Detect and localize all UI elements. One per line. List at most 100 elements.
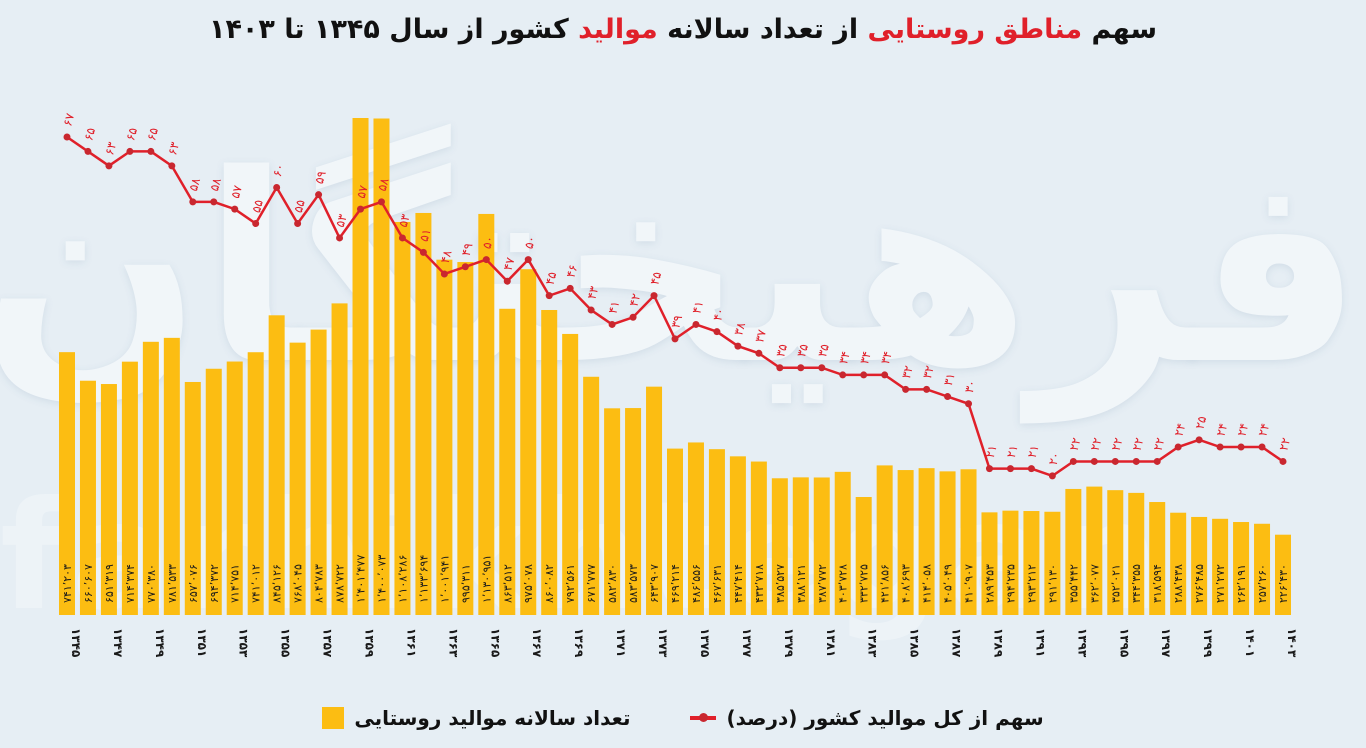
point-value: ۲۲ [1109, 436, 1126, 452]
line-point [587, 306, 595, 314]
bar [436, 259, 453, 615]
point-value: ۳۵ [773, 342, 790, 358]
bar-value: ۳۵۲٬۰۲۱ [1109, 564, 1122, 603]
bar-value: ۴۰۸٬۶۹۳ [900, 564, 913, 603]
x-tick-label: ۱۳۹۳ [1075, 628, 1089, 658]
point-value: ۴۵ [543, 270, 560, 286]
line-point [1048, 472, 1056, 480]
point-value: ۵۰ [522, 234, 539, 250]
bar [1212, 518, 1229, 615]
bar-value: ۷۸۱٬۵۳۳ [166, 564, 179, 603]
line-point [1279, 457, 1287, 465]
bar-value: ۸۶۰٬۰۸۲ [543, 564, 556, 603]
point-value: ۳۴ [836, 350, 853, 366]
bar-series [59, 118, 1291, 616]
line-point [902, 385, 910, 393]
x-tick-label: ۱۳۸۵ [908, 628, 922, 657]
bar [876, 465, 893, 615]
legend-bar-label: تعداد سالانه موالید روستایی [354, 706, 631, 730]
bar-value: ۱٬۱۰۸٬۲۸۶ [396, 555, 409, 603]
bar-value: ۸۴۵٬۱۲۶ [271, 564, 284, 603]
bar [687, 442, 704, 615]
watermark-persian: فرهیختگان [0, 120, 1363, 422]
line-point [1069, 457, 1077, 465]
bar-value: ۶۹۴٬۳۷۲ [208, 564, 221, 603]
bar [226, 361, 243, 615]
bar [247, 352, 264, 615]
bar [100, 384, 117, 615]
title-part: کشور از سال ۱۳۴۵ تا ۱۴۰۳ [208, 14, 579, 45]
x-tick-label: ۱۳۸۳ [866, 628, 880, 658]
point-value: ۲۴ [1234, 422, 1251, 438]
line-point [168, 162, 176, 170]
line-point [944, 393, 952, 401]
point-value: ۲۲ [1067, 436, 1084, 452]
bar [310, 329, 327, 615]
point-value: ۲۴ [1255, 422, 1272, 438]
point-value: ۵۸ [375, 176, 392, 193]
bar-value: ۵۸۲٬۸۳۰ [606, 564, 619, 603]
legend-item-line: سهم از کل موالید کشور (درصد) [690, 706, 1044, 730]
x-tick-label: ۱۳۵۷ [321, 628, 335, 658]
line-point [1006, 465, 1014, 473]
point-value: ۲۲ [1151, 436, 1168, 452]
point-value: ۶۵ [81, 126, 98, 142]
point-value: ۵۸ [207, 176, 224, 193]
legend-item-bar: تعداد سالانه موالید روستایی [322, 706, 630, 730]
bar [268, 315, 285, 615]
bar-value: ۳۴۴٬۳۵۵ [1130, 564, 1143, 603]
bar [79, 380, 96, 615]
bar [520, 269, 537, 615]
point-value: ۶۳ [102, 140, 119, 157]
x-tick-label: ۱۳۶۵ [488, 628, 502, 657]
line-point [881, 371, 889, 379]
title-part: از تعداد سالانه [657, 14, 868, 45]
line-point [1153, 457, 1161, 465]
bar [1023, 511, 1040, 615]
line-point [629, 313, 637, 321]
point-value: ۲۲ [1276, 436, 1293, 452]
bar [142, 341, 159, 615]
x-tick-label: ۱۳۶۳ [446, 628, 460, 658]
bar-value: ۹۹۵٬۳۱۱ [459, 564, 472, 603]
chart-plot-area: ۷۴۱٬۲۰۳ ۶۶۰٬۶۰۷ ۶۵۱٬۳۱۹ ۷۱۴٬۳۷۴ ۷۷۰٬۳۸۰ ۷۸۱٬۵… [59, 111, 1299, 658]
line-point [566, 284, 574, 292]
bar-value: ۲۵۷٬۲۶۰ [1256, 564, 1269, 603]
line-point [1258, 443, 1266, 451]
bar-value: ۳۱۸٬۵۹۴ [1151, 564, 1164, 603]
bar [855, 497, 872, 615]
x-tick-label: ۱۳۶۷ [530, 628, 544, 658]
point-value: ۲۱ [983, 443, 1000, 459]
bar [939, 471, 956, 615]
point-value: ۴۳ [585, 284, 602, 301]
x-tick-label: ۱۳۹۷ [1159, 628, 1173, 658]
bar-value: ۶۴۳٬۹۰۷ [648, 564, 661, 603]
bar [646, 386, 663, 615]
chart-title: سهم مناطق روستایی از تعداد سالانه موالید… [0, 14, 1366, 45]
line-point [545, 292, 553, 300]
line-point [482, 256, 490, 264]
x-tick-label: ۱۴۰۱ [1243, 628, 1257, 657]
line-point [839, 371, 847, 379]
bar-value: ۲۶۲٬۱۹۱ [1235, 564, 1248, 603]
line-point [336, 234, 344, 242]
x-tick-label: ۱۳۶۱ [404, 628, 418, 657]
bar [352, 118, 369, 615]
bar [184, 381, 201, 615]
line-point [357, 205, 365, 213]
bar-value: ۴۶۷٬۶۳۱ [711, 564, 724, 603]
bar [478, 213, 495, 615]
point-value: ۴۱ [605, 299, 622, 315]
x-tick-label: ۱۳۷۹ [782, 628, 796, 658]
point-value: ۳۴ [878, 350, 895, 366]
point-value: ۳۲ [899, 364, 916, 380]
bar-value: ۶۷۱٬۷۷۷ [585, 564, 598, 603]
point-value: ۶۵ [123, 126, 140, 142]
bar-value: ۷۱۴٬۷۵۱ [229, 564, 242, 603]
point-value: ۴۰ [710, 306, 727, 322]
point-value: ۵۳ [396, 212, 413, 229]
bar-value: ۱٬۴۰۰٬۰۷۳ [375, 555, 388, 603]
bar-value: ۷۹۲٬۵۶۱ [564, 564, 577, 603]
point-value: ۵۹ [312, 169, 329, 185]
